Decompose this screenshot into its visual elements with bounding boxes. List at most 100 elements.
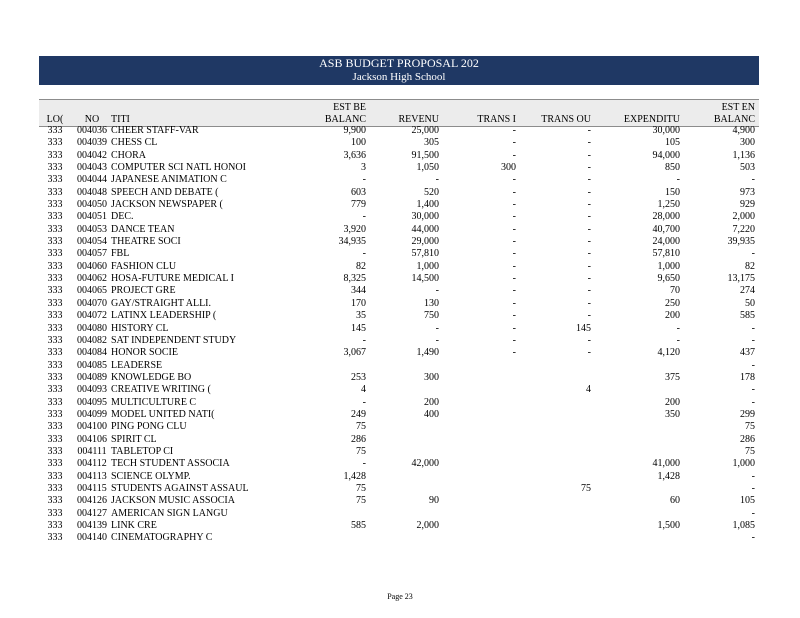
- cell-expenditures: 4,120: [657, 347, 681, 359]
- cell-title: SPEECH AND DEBATE (: [111, 186, 219, 198]
- cell-no: 004065: [77, 285, 107, 297]
- cell-title: MULTICULTURE C: [111, 396, 197, 408]
- cell-title: SCIENCE OLYMP.: [111, 470, 191, 482]
- col-header-trans-out: TRANS OU: [541, 114, 591, 125]
- cell-est-end-balance: -: [751, 470, 755, 482]
- cell-loc: 333: [47, 371, 63, 383]
- cell-loc: 333: [47, 482, 63, 494]
- col-header-revenue: REVENU: [398, 114, 439, 125]
- school-name: Jackson High School: [352, 71, 446, 83]
- cell-est-beg-balance: 35: [356, 310, 366, 322]
- cell-trans-out: -: [587, 248, 591, 260]
- cell-trans-out: -: [587, 297, 591, 309]
- cell-est-end-balance: 286: [740, 433, 755, 445]
- cell-trans-out: -: [587, 334, 591, 346]
- cell-est-end-balance: -: [751, 507, 755, 519]
- cell-est-beg-balance: 585: [351, 520, 366, 531]
- cell-title: TABLETOP CI: [111, 445, 174, 457]
- cell-no: 004070: [77, 297, 107, 309]
- cell-no: 004082: [77, 334, 107, 346]
- cell-trans-in: -: [512, 322, 516, 334]
- table-row: 333 004042 CHORA 3,636 91,500 - - 94,000 1,136: [39, 150, 759, 162]
- table-row: 333 004106 SPIRIT CL 286 286: [39, 434, 759, 446]
- col-header-est-beg-top: EST BE: [333, 102, 366, 113]
- table-row: 333 004036 CHEER STAFF-VAR 9,900 25,000 - - 30,…: [39, 125, 759, 137]
- cell-no: 004051: [77, 211, 107, 223]
- cell-no: 004039: [77, 137, 107, 149]
- cell-est-beg-balance: 82: [356, 260, 366, 272]
- cell-no: 004111: [77, 445, 107, 457]
- cell-loc: 333: [47, 125, 63, 136]
- cell-trans-in: -: [512, 285, 516, 297]
- cell-est-end-balance: 7,220: [732, 223, 756, 235]
- cell-title: AMERICAN SIGN LANGU: [111, 507, 228, 519]
- cell-loc: 333: [47, 322, 63, 334]
- table-row: 333 004080 HISTORY CL 145 - - 145 - -: [39, 323, 759, 335]
- cell-trans-in: -: [512, 137, 516, 149]
- table-row: 333 004082 SAT INDEPENDENT STUDY - - - - - -: [39, 335, 759, 347]
- cell-no: 004072: [77, 310, 107, 322]
- cell-revenue: 29,000: [411, 236, 440, 248]
- cell-trans-out: -: [587, 186, 591, 198]
- cell-trans-in: -: [512, 273, 516, 285]
- cell-trans-out: -: [587, 137, 591, 149]
- cell-expenditures: 1,500: [657, 520, 681, 531]
- cell-revenue: 400: [424, 408, 439, 420]
- cell-expenditures: 57,810: [652, 248, 681, 260]
- cell-no: 004048: [77, 186, 107, 198]
- cell-est-beg-balance: 253: [351, 371, 366, 383]
- cell-no: 004043: [77, 162, 107, 174]
- cell-est-beg-balance: 9,900: [343, 125, 367, 136]
- cell-est-beg-balance: 1,428: [343, 470, 367, 482]
- cell-trans-in: -: [512, 174, 516, 186]
- table-row: 333 004093 CREATIVE WRITING (4 4 -: [39, 384, 759, 396]
- cell-no: 004044: [77, 174, 107, 186]
- cell-revenue: 1,400: [416, 199, 440, 211]
- cell-trans-out: 145: [576, 322, 591, 334]
- cell-revenue: 57,810: [411, 248, 440, 260]
- cell-trans-out: -: [587, 236, 591, 248]
- cell-est-beg-balance: 3,636: [343, 149, 367, 161]
- cell-trans-in: -: [512, 334, 516, 346]
- table-row: 333 004089 KNOWLEDGE BO 253 300 375 178: [39, 372, 759, 384]
- cell-no: 004054: [77, 236, 107, 248]
- cell-revenue: 750: [424, 310, 439, 322]
- col-header-title: TITI: [111, 114, 130, 125]
- cell-trans-out: -: [587, 125, 591, 136]
- cell-est-end-balance: 437: [740, 347, 755, 359]
- cell-title: SAT INDEPENDENT STUDY: [111, 334, 237, 346]
- cell-revenue: 44,000: [411, 223, 440, 235]
- cell-expenditures: 105: [665, 137, 680, 149]
- table-row: 333 004072 LATINX LEADERSHIP (35 750 - - 200 58…: [39, 310, 759, 322]
- table-row: 333 004115 STUDENTS AGAINST ASSAUL 75 75 -: [39, 483, 759, 495]
- cell-trans-in: -: [512, 297, 516, 309]
- cell-revenue: 1,490: [416, 347, 440, 359]
- cell-title: TECH STUDENT ASSOCIA: [111, 458, 230, 470]
- cell-title: MODEL UNITED NATI(: [111, 408, 215, 420]
- cell-est-end-balance: 75: [745, 421, 755, 433]
- cell-trans-out: 4: [586, 384, 591, 396]
- cell-est-end-balance: 1,000: [732, 458, 756, 470]
- cell-no: 004062: [77, 273, 107, 285]
- cell-expenditures: 1,428: [657, 470, 681, 482]
- cell-title: HOSA-FUTURE MEDICAL I: [111, 273, 234, 285]
- cell-est-end-balance: -: [751, 482, 755, 494]
- cell-est-end-balance: 299: [740, 408, 755, 420]
- col-header-trans-in: TRANS I: [477, 114, 516, 125]
- cell-no: 004084: [77, 347, 107, 359]
- cell-est-beg-balance: 249: [351, 408, 366, 420]
- cell-revenue: -: [435, 322, 439, 334]
- cell-est-beg-balance: 34,935: [338, 236, 367, 248]
- cell-expenditures: -: [676, 322, 680, 334]
- cell-loc: 333: [47, 186, 63, 198]
- table-row: 333 004048 SPEECH AND DEBATE (603 520 - - 150 9…: [39, 187, 759, 199]
- cell-trans-in: -: [512, 223, 516, 235]
- cell-trans-in: -: [512, 125, 516, 136]
- cell-revenue: 14,500: [411, 273, 440, 285]
- cell-est-end-balance: 300: [740, 137, 755, 149]
- table-row: 333 004053 DANCE TEAN 3,920 44,000 - - 40,700 7,…: [39, 224, 759, 236]
- cell-expenditures: 41,000: [652, 458, 681, 470]
- cell-revenue: 90: [429, 495, 439, 507]
- cell-expenditures: 350: [665, 408, 680, 420]
- cell-no: 004050: [77, 199, 107, 211]
